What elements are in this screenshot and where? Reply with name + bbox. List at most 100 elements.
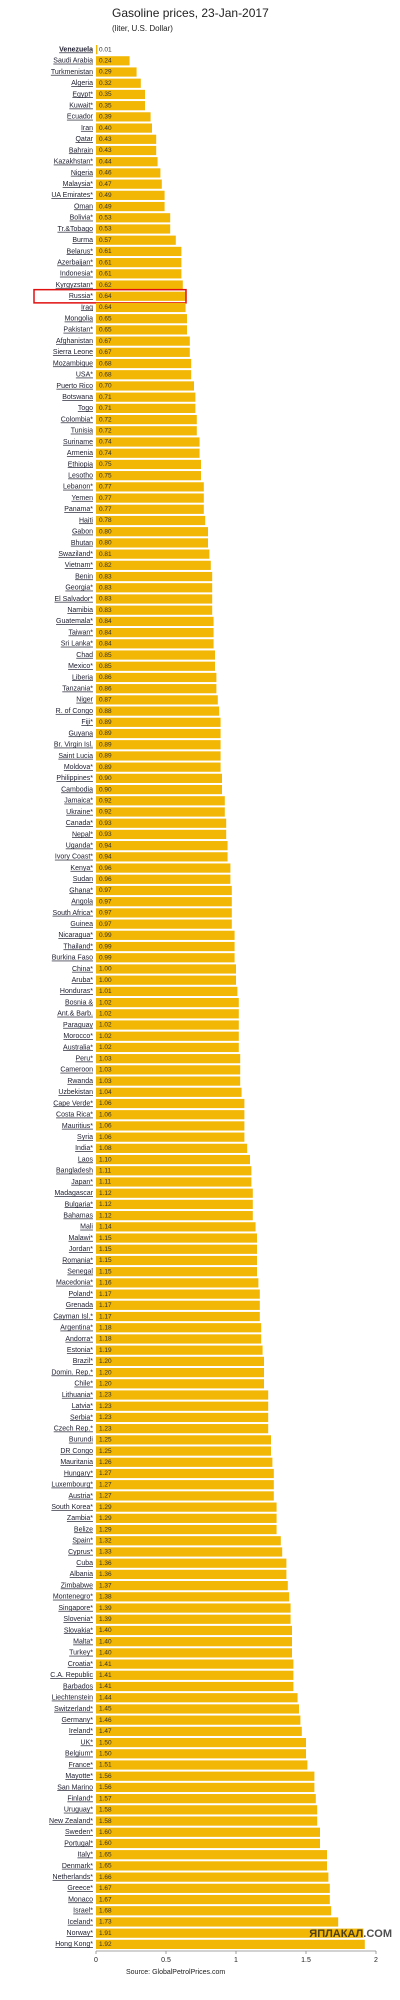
bar <box>96 1524 277 1535</box>
x-tick-label: 2 <box>374 1957 378 1964</box>
category-label: Br. Virgin Isl. <box>54 742 93 749</box>
bar <box>96 448 200 458</box>
category-label: Namibia <box>67 607 93 614</box>
value-label: 1.06 <box>99 1111 112 1118</box>
bar <box>96 1603 291 1613</box>
bar <box>96 414 197 425</box>
value-label: 1.23 <box>99 1425 112 1432</box>
value-label: 1.15 <box>99 1235 112 1242</box>
category-label: Australia* <box>63 1044 93 1051</box>
bar <box>96 459 201 470</box>
category-label: Andorra* <box>65 1336 93 1343</box>
value-label: 1.15 <box>99 1268 112 1275</box>
bar <box>96 728 221 739</box>
category-label: Turkey* <box>69 1650 93 1657</box>
bar <box>96 807 225 817</box>
bar <box>96 560 211 570</box>
value-label: 1.03 <box>99 1067 112 1074</box>
bar <box>96 1267 257 1277</box>
category-label: Venezuela <box>59 46 93 53</box>
category-label: Liberia <box>72 674 93 681</box>
category-label: Portugal* <box>64 1840 93 1847</box>
category-label: Romania* <box>62 1257 93 1264</box>
bar <box>96 471 201 481</box>
bar <box>96 1031 239 1041</box>
category-label: Senegal <box>67 1269 93 1276</box>
value-label: 1.19 <box>99 1347 112 1354</box>
category-label: Barbados <box>63 1683 93 1690</box>
category-label: Uruguay* <box>64 1807 93 1814</box>
value-label: 0.86 <box>99 674 112 681</box>
value-label: 0.71 <box>99 394 112 401</box>
value-label: 1.06 <box>99 1123 112 1130</box>
category-label: South Korea* <box>51 1504 93 1511</box>
category-label: Malaysia* <box>63 181 94 188</box>
category-label: Bosnia & <box>65 999 93 1006</box>
category-label: Ghana* <box>69 887 93 894</box>
value-label: 1.20 <box>99 1381 112 1388</box>
bar <box>96 762 221 772</box>
value-label: 1.47 <box>99 1728 112 1735</box>
value-label: 1.40 <box>99 1627 112 1634</box>
category-label: Cameroon <box>60 1067 93 1074</box>
category-label: Brazil* <box>73 1358 94 1365</box>
bar <box>96 941 235 952</box>
value-label: 0.89 <box>99 753 112 760</box>
category-label: Kyrgyzstan* <box>56 282 94 289</box>
bar <box>96 437 200 447</box>
category-label: Guinea <box>70 921 93 928</box>
value-label: 0.61 <box>99 259 112 266</box>
bar <box>96 1939 365 1949</box>
bar <box>96 493 204 503</box>
bar <box>96 695 218 705</box>
bar <box>96 616 214 627</box>
category-label: Tunisia <box>71 428 93 435</box>
value-label: 1.11 <box>99 1179 112 1186</box>
bar <box>96 1502 277 1512</box>
bar <box>96 549 210 559</box>
category-label: Cambodia <box>61 786 93 793</box>
bar <box>96 1850 327 1860</box>
value-label: 1.06 <box>99 1100 112 1107</box>
value-label: 0.84 <box>99 618 112 625</box>
value-label: 1.04 <box>99 1089 112 1096</box>
category-label: Hong Kong* <box>55 1941 93 1948</box>
category-label: Croatia* <box>68 1661 94 1668</box>
value-label: 1.20 <box>99 1369 112 1376</box>
category-label: Ivory Coast* <box>55 854 93 861</box>
value-label: 0.40 <box>99 125 112 132</box>
category-label: Finland* <box>67 1795 93 1802</box>
category-label: Paraguay <box>63 1022 93 1029</box>
bar <box>96 1614 291 1624</box>
bar <box>96 112 151 122</box>
value-label: 0.92 <box>99 809 112 816</box>
value-label: 1.68 <box>99 1907 112 1914</box>
value-label: 0.35 <box>99 102 112 109</box>
value-label: 1.92 <box>99 1941 112 1948</box>
bar <box>96 1480 274 1490</box>
category-label: Yemen <box>71 495 93 502</box>
bar <box>96 1379 264 1389</box>
category-label: Sweden* <box>65 1829 93 1836</box>
value-label: 1.46 <box>99 1717 112 1724</box>
value-label: 0.49 <box>99 192 112 199</box>
value-label: 1.73 <box>99 1919 112 1926</box>
category-label: UA Emirates* <box>51 192 93 199</box>
value-label: 0.99 <box>99 943 112 950</box>
value-label: 0.53 <box>99 226 112 233</box>
bar <box>96 336 190 346</box>
value-label: 1.91 <box>99 1930 112 1937</box>
value-label: 1.15 <box>99 1246 112 1253</box>
value-label: 0.99 <box>99 932 112 939</box>
category-label: Argentina* <box>60 1325 93 1332</box>
category-label: Tr.&Tobago <box>57 226 93 233</box>
category-label: Indonesia* <box>60 271 93 278</box>
category-label: Grenada <box>66 1302 93 1309</box>
bar <box>96 370 192 380</box>
value-label: 1.02 <box>99 1033 112 1040</box>
bar <box>96 403 196 413</box>
bar <box>96 1872 329 1882</box>
bar <box>96 280 183 290</box>
bar <box>96 291 186 301</box>
value-label: 1.12 <box>99 1212 112 1219</box>
